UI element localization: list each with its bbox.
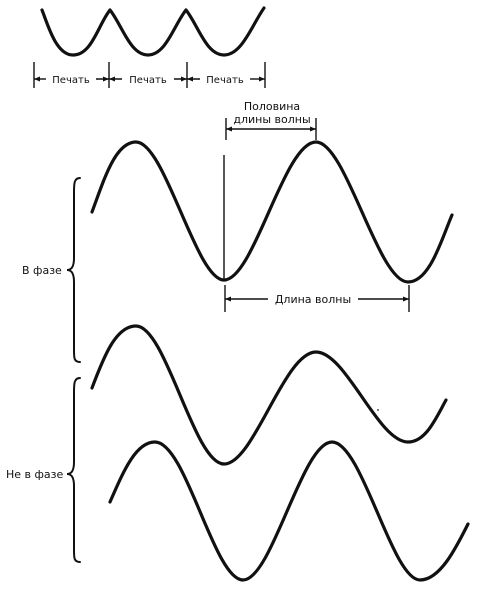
- in-phase-wave-2: [90, 324, 448, 466]
- print-wave: [40, 6, 266, 57]
- out-of-phase-brace: [66, 377, 81, 563]
- out-of-phase-wave: [108, 440, 470, 582]
- print-label-3: Печать: [206, 75, 244, 86]
- print-label-1: Печать: [52, 75, 90, 86]
- in-phase-wave: [90, 140, 454, 284]
- out-of-phase-label: Не в фазе: [6, 468, 64, 481]
- half-wavelength-dimension: [225, 118, 317, 140]
- in-phase-label: В фазе: [22, 264, 62, 277]
- print-label-2: Печать: [129, 75, 167, 86]
- print-dimension-line: [33, 62, 266, 88]
- half-wavelength-label-line1: Половина: [244, 100, 300, 113]
- wavelength-label: Длина волны: [275, 293, 351, 306]
- wavelength-dimension: [224, 285, 410, 312]
- half-wavelength-label-line2: длины волны: [233, 113, 310, 126]
- in-phase-brace: [66, 177, 81, 363]
- stray-dot: [377, 409, 379, 411]
